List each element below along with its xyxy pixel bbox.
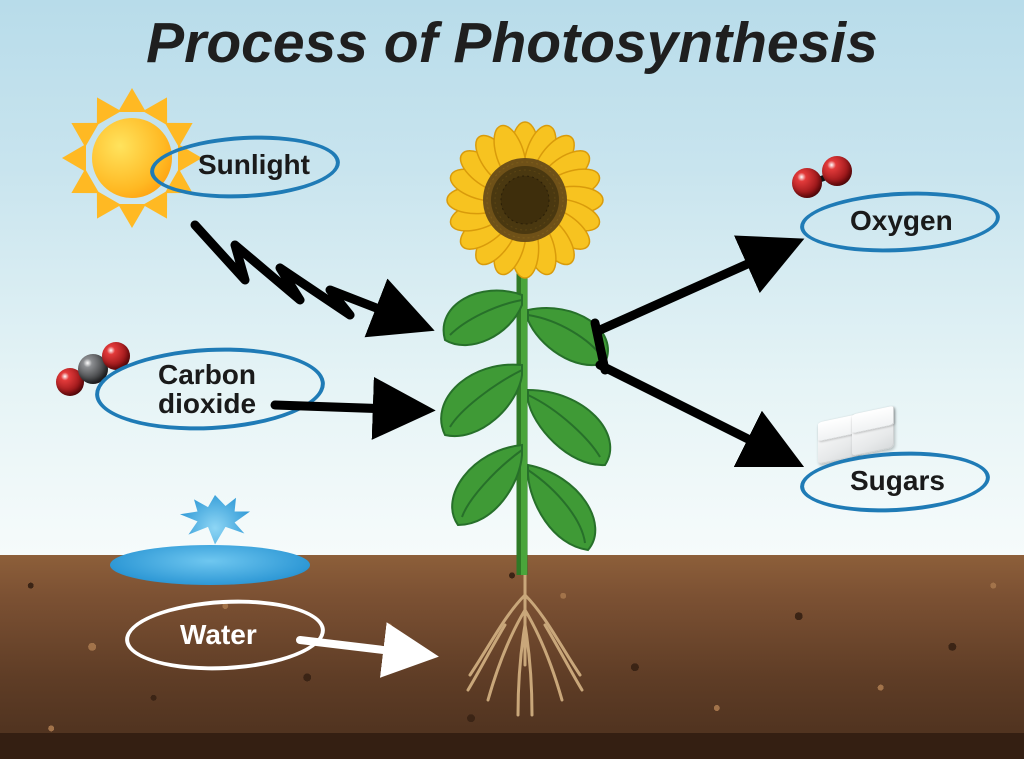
o2-molecule-icon [792,160,862,200]
label-co2: Carbon dioxide [158,360,256,419]
water-icon [110,495,310,585]
label-sunlight: Sunlight [198,150,310,179]
diagram-canvas: Process of Photosynthesis Sunlight Carbo… [0,0,1024,759]
label-oxygen: Oxygen [850,206,953,235]
label-water: Water [180,620,257,649]
diagram-title: Process of Photosynthesis [0,10,1024,76]
label-sugars: Sugars [850,466,945,495]
